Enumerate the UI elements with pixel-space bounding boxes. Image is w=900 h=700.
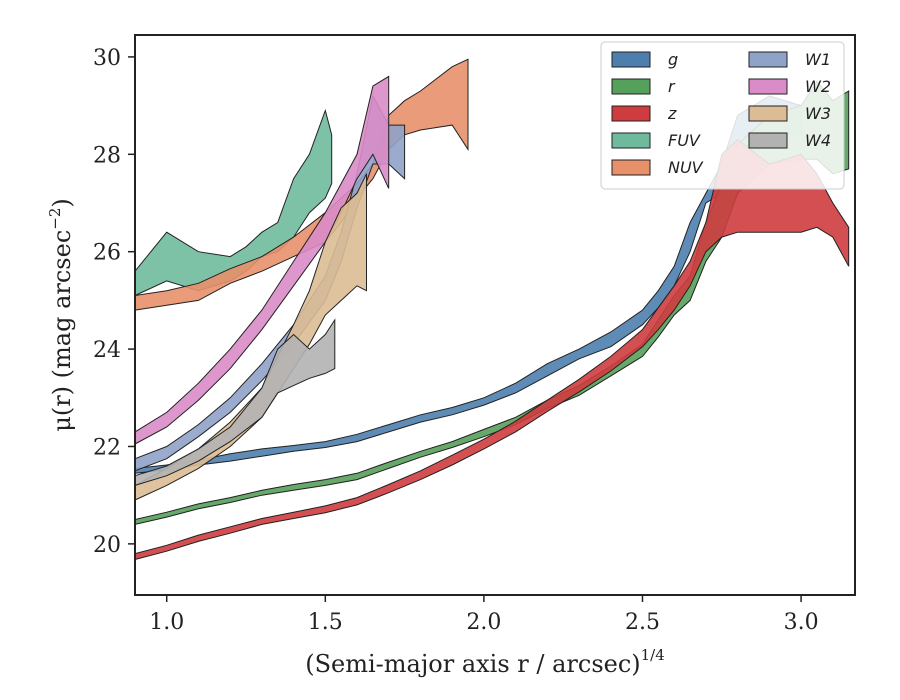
x-tick-label: 2.0 bbox=[466, 610, 501, 635]
legend-swatch-w1 bbox=[748, 51, 788, 68]
legend-swatch-g bbox=[611, 51, 651, 68]
legend-label-g: g bbox=[668, 50, 678, 69]
plot-frame bbox=[134, 34, 856, 596]
y-tick-label: 20 bbox=[93, 533, 121, 558]
x-axis-title: (Semi-major axis r / arcsec)1/4 bbox=[305, 646, 665, 678]
legend-label-w3: W3 bbox=[805, 104, 831, 123]
x-axis: 1.0 1.5 2.0 2.5 3.0 bbox=[149, 595, 819, 635]
legend-label-z: z bbox=[667, 104, 677, 123]
legend-label-nuv: NUV bbox=[668, 158, 704, 177]
y-tick-label: 26 bbox=[93, 241, 121, 266]
y-tick-label: 28 bbox=[93, 143, 121, 168]
legend-swatch-w2 bbox=[748, 78, 788, 95]
legend-label-w1: W1 bbox=[805, 50, 831, 69]
legend: grz FUV NUV W1 W2 W3 W4 bbox=[600, 41, 845, 190]
x-tick-label: 1.0 bbox=[149, 610, 184, 635]
legend-swatch-r bbox=[611, 78, 651, 95]
legend-label-r: r bbox=[668, 77, 676, 96]
legend-swatch-nuv bbox=[611, 159, 651, 176]
x-tick-label: 2.5 bbox=[625, 610, 660, 635]
legend-swatch-w4 bbox=[748, 132, 788, 149]
legend-label-fuv: FUV bbox=[668, 131, 701, 150]
legend-label-w2: W2 bbox=[805, 77, 831, 96]
x-tick-label: 1.5 bbox=[308, 610, 343, 635]
x-tick-label: 3.0 bbox=[784, 610, 819, 635]
y-tick-label: 30 bbox=[93, 46, 121, 71]
y-tick-label: 22 bbox=[93, 435, 121, 460]
y-axis: 20 22 24 26 28 30 bbox=[93, 46, 135, 558]
legend-swatch-fuv bbox=[611, 132, 651, 149]
band-w2 bbox=[134, 75, 390, 445]
band-w4 bbox=[134, 318, 336, 487]
legend-swatch-z bbox=[611, 105, 651, 122]
legend-swatch-w3 bbox=[748, 105, 788, 122]
band-nuv bbox=[134, 58, 469, 311]
y-tick-label: 24 bbox=[93, 338, 121, 363]
y-axis-title: μ(r) (mag arcsec−2) bbox=[46, 198, 76, 432]
legend-label-w4: W4 bbox=[805, 131, 831, 150]
band-w3 bbox=[134, 173, 367, 501]
